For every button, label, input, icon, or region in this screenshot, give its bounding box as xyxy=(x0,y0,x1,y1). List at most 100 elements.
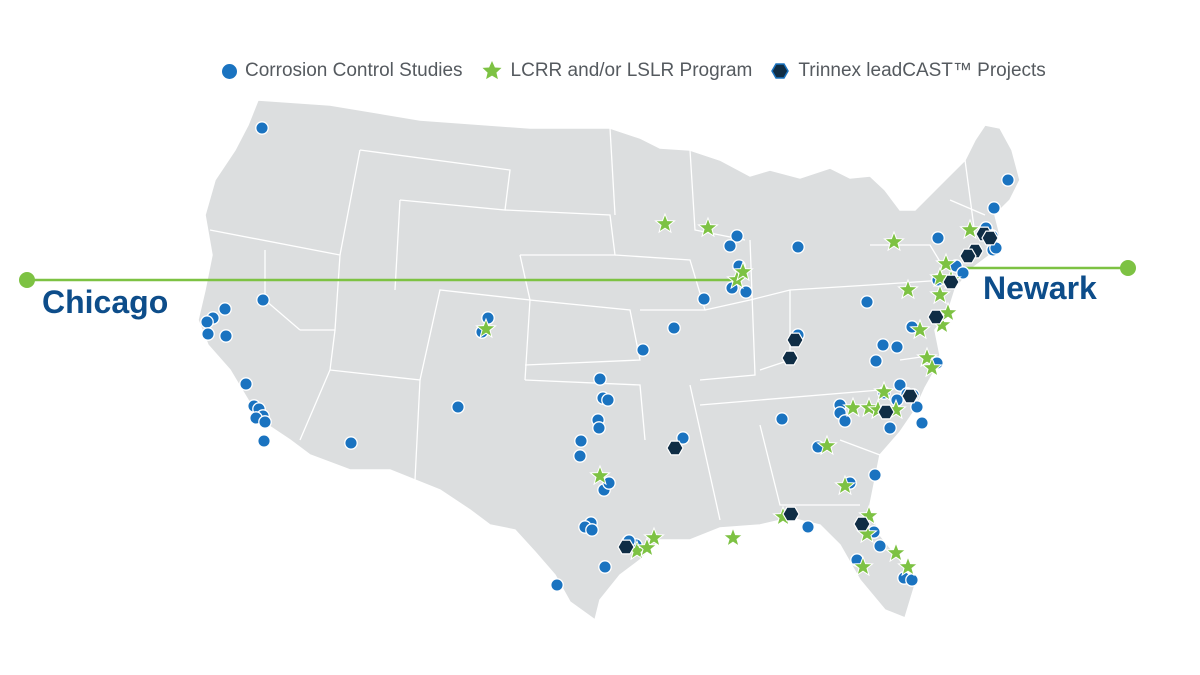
legend-corrosion: Corrosion Control Studies xyxy=(222,60,463,82)
circle-marker-icon xyxy=(222,63,237,79)
corrosion-study-marker xyxy=(697,292,711,306)
corrosion-study-marker xyxy=(860,295,874,309)
corrosion-study-marker xyxy=(931,231,945,245)
trinnex-leadcast-marker xyxy=(877,404,895,420)
lcrr-program-marker xyxy=(883,230,905,252)
lcrr-program-marker xyxy=(937,301,959,323)
lcrr-program-marker xyxy=(897,278,919,300)
corrosion-study-marker xyxy=(876,338,890,352)
corrosion-study-marker xyxy=(667,321,681,335)
chicago-line-endpoint xyxy=(19,272,35,288)
corrosion-study-marker xyxy=(636,343,650,357)
lcrr-program-marker xyxy=(636,536,658,558)
lcrr-program-marker xyxy=(909,318,931,340)
chicago-label: Chicago xyxy=(42,284,169,320)
corrosion-study-marker xyxy=(239,377,253,391)
corrosion-study-marker xyxy=(910,400,924,414)
lcrr-program-marker xyxy=(858,504,880,526)
corrosion-study-marker xyxy=(573,449,587,463)
lcrr-program-marker xyxy=(959,218,981,240)
corrosion-study-marker xyxy=(257,434,271,448)
lcrr-program-marker xyxy=(722,526,744,548)
corrosion-study-marker xyxy=(890,340,904,354)
corrosion-study-marker xyxy=(801,520,815,534)
legend-corrosion-label: Corrosion Control Studies xyxy=(245,60,463,81)
corrosion-study-marker xyxy=(598,560,612,574)
lcrr-program-marker xyxy=(589,464,611,486)
lcrr-program-marker xyxy=(921,356,943,378)
project-markers xyxy=(200,121,1015,592)
corrosion-study-marker xyxy=(893,378,907,392)
star-marker-icon xyxy=(482,61,502,80)
corrosion-study-marker xyxy=(602,476,616,490)
corrosion-study-marker xyxy=(676,431,690,445)
trinnex-leadcast-marker xyxy=(782,506,800,522)
lcrr-program-marker xyxy=(654,212,676,234)
trinnex-leadcast-marker xyxy=(781,350,799,366)
corrosion-study-marker xyxy=(869,354,883,368)
legend-lcrr: LCRR and/or LSLR Program xyxy=(481,60,753,82)
corrosion-study-marker xyxy=(550,578,564,592)
corrosion-study-marker xyxy=(915,416,929,430)
corrosion-study-marker xyxy=(791,240,805,254)
trinnex-leadcast-marker xyxy=(617,539,635,555)
corrosion-study-marker xyxy=(873,539,887,553)
corrosion-study-marker xyxy=(838,414,852,428)
lcrr-program-marker xyxy=(816,434,838,456)
lcrr-program-marker xyxy=(873,380,895,402)
corrosion-study-marker xyxy=(601,393,615,407)
trinnex-leadcast-marker xyxy=(927,309,945,325)
corrosion-study-marker xyxy=(730,229,744,243)
corrosion-study-marker xyxy=(987,201,1001,215)
map-legend: Corrosion Control Studies LCRR and/or LS… xyxy=(222,60,1046,82)
corrosion-study-marker xyxy=(258,415,272,429)
corrosion-study-marker xyxy=(256,293,270,307)
hexagon-marker-icon xyxy=(771,63,790,79)
corrosion-study-marker xyxy=(956,266,970,280)
corrosion-study-marker xyxy=(218,302,232,316)
trinnex-leadcast-marker xyxy=(942,274,960,290)
corrosion-study-marker xyxy=(574,434,588,448)
lcrr-program-marker xyxy=(697,216,719,238)
trinnex-leadcast-marker xyxy=(853,516,871,532)
corrosion-study-marker xyxy=(592,421,606,435)
trinnex-leadcast-marker xyxy=(901,388,919,404)
legend-trinnex: Trinnex leadCAST™ Projects xyxy=(770,60,1046,82)
corrosion-study-marker xyxy=(775,412,789,426)
corrosion-study-marker xyxy=(1001,173,1015,187)
corrosion-study-marker xyxy=(200,315,214,329)
lcrr-program-marker xyxy=(475,317,497,339)
lcrr-program-marker xyxy=(852,555,874,577)
corrosion-study-marker xyxy=(481,311,495,325)
corrosion-study-marker xyxy=(905,573,919,587)
corrosion-study-marker xyxy=(451,400,465,414)
legend-lcrr-label: LCRR and/or LSLR Program xyxy=(510,60,753,81)
newark-label: Newark xyxy=(983,270,1097,306)
legend-trinnex-label: Trinnex leadCAST™ Projects xyxy=(798,60,1046,81)
lcrr-program-marker xyxy=(916,346,938,368)
lcrr-program-marker xyxy=(643,526,665,548)
corrosion-study-marker xyxy=(255,121,269,135)
newark-line-endpoint xyxy=(1120,260,1136,276)
corrosion-study-marker xyxy=(585,523,599,537)
trinnex-leadcast-marker xyxy=(666,440,684,456)
corrosion-study-marker xyxy=(739,285,753,299)
corrosion-study-marker xyxy=(883,421,897,435)
lcrr-program-marker xyxy=(897,555,919,577)
corrosion-study-marker xyxy=(723,239,737,253)
lcrr-program-marker xyxy=(732,260,754,282)
lcrr-program-marker xyxy=(885,541,907,563)
corrosion-study-marker xyxy=(593,372,607,386)
lcrr-program-marker xyxy=(935,252,957,274)
corrosion-study-marker xyxy=(201,327,215,341)
us-land-shape xyxy=(197,99,1021,622)
corrosion-study-marker xyxy=(868,468,882,482)
corrosion-study-marker xyxy=(344,436,358,450)
lcrr-program-marker xyxy=(929,283,951,305)
trinnex-leadcast-marker xyxy=(959,248,977,264)
trinnex-leadcast-marker xyxy=(786,332,804,348)
trinnex-leadcast-marker xyxy=(981,230,999,246)
corrosion-study-marker xyxy=(219,329,233,343)
lcrr-program-marker xyxy=(834,474,856,496)
